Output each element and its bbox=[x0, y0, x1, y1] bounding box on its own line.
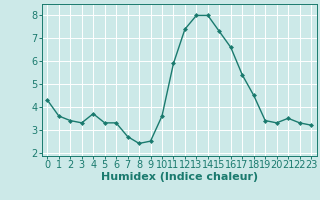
X-axis label: Humidex (Indice chaleur): Humidex (Indice chaleur) bbox=[100, 172, 258, 182]
